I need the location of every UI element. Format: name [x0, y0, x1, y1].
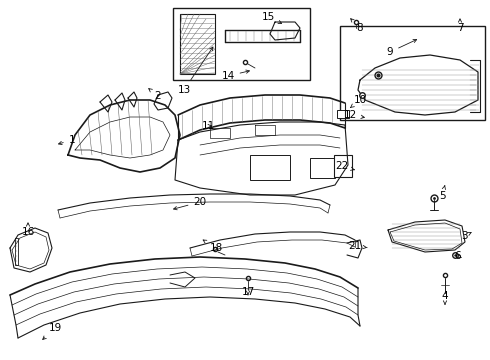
Text: 6: 6 — [455, 251, 461, 261]
Bar — [334, 155, 352, 177]
Bar — [337, 110, 349, 118]
Text: 5: 5 — [439, 185, 445, 201]
Text: 18: 18 — [203, 240, 222, 253]
Text: 12: 12 — [343, 110, 365, 120]
Text: 7: 7 — [457, 19, 464, 33]
Bar — [310, 158, 335, 178]
Bar — [180, 14, 215, 74]
Text: 14: 14 — [221, 70, 249, 81]
Text: 2: 2 — [149, 89, 161, 101]
Text: 9: 9 — [387, 40, 416, 57]
Text: 21: 21 — [348, 241, 367, 251]
Text: 16: 16 — [22, 223, 35, 237]
Text: 13: 13 — [177, 47, 213, 95]
Text: 8: 8 — [351, 19, 363, 33]
Text: 17: 17 — [242, 287, 255, 297]
Text: 19: 19 — [43, 323, 62, 339]
Text: 11: 11 — [201, 121, 215, 131]
Text: 4: 4 — [441, 291, 448, 304]
Bar — [340, 26, 485, 120]
Text: 3: 3 — [461, 231, 471, 241]
Text: 1: 1 — [58, 135, 75, 145]
Text: 15: 15 — [261, 12, 282, 23]
Text: 10: 10 — [350, 95, 367, 108]
Text: 20: 20 — [173, 197, 207, 210]
Bar — [250, 155, 290, 180]
Text: 22: 22 — [335, 161, 354, 171]
Bar — [173, 8, 310, 80]
